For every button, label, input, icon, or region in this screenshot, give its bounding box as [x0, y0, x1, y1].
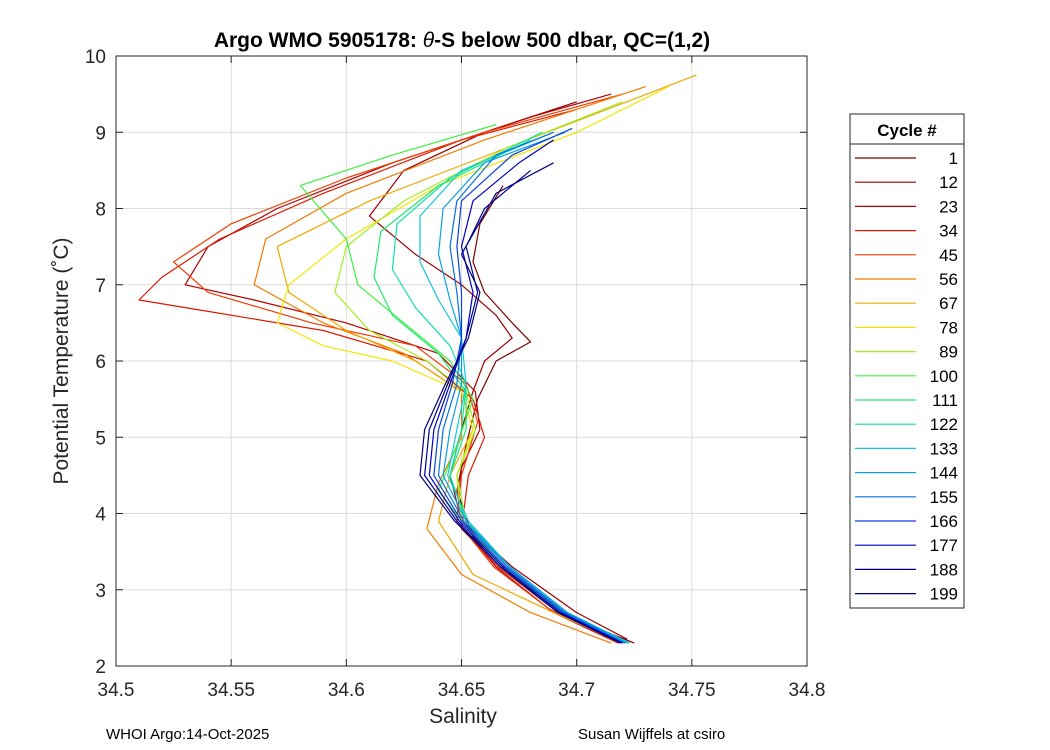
- chart-title-prefix: Argo WMO 5905178:: [214, 29, 423, 52]
- x-axis-label: Salinity: [429, 705, 497, 728]
- ticks: 34.5 34.55 34.6 34.65 34.7 34.75 34.8 2 3 4 5 6 7 8 9 1…: [85, 47, 826, 701]
- x-tick-label: 34.8: [789, 680, 826, 701]
- legend-label-cycle-12: 12: [939, 173, 958, 192]
- series-line-cycle-177: [428, 139, 623, 644]
- y-tick-label: 3: [95, 581, 106, 602]
- legend-entries: 1 12 23 34 45 56 67 78 89 100 111 122 133 144 155 166 17…: [855, 149, 958, 604]
- y-axis-label: Potential Temperature (˚C): [50, 237, 73, 484]
- series-line-cycle-155: [437, 131, 626, 644]
- legend-label-cycle-23: 23: [939, 197, 958, 216]
- legend-label-cycle-34: 34: [939, 222, 958, 241]
- legend: Cycle # 1 12 23 34 45 56 67 78 89 100 111 122 133 144…: [849, 113, 965, 609]
- x-tick-label: 34.75: [668, 680, 716, 701]
- footer-credit-left: WHOI Argo:14-Oct-2025: [106, 726, 270, 743]
- legend-box: [849, 113, 965, 609]
- legend-label-cycle-166: 166: [930, 512, 958, 531]
- series-line-cycle-34: [138, 108, 623, 644]
- legend-label-cycle-155: 155: [930, 488, 958, 507]
- y-tick-label: 8: [95, 200, 106, 221]
- y-tick-label: 2: [95, 657, 106, 678]
- series-line-cycle-199: [419, 162, 621, 644]
- series-line-cycle-1: [456, 185, 635, 644]
- series-line-cycle-166: [433, 127, 623, 644]
- legend-label-cycle-133: 133: [930, 439, 958, 458]
- legend-label-cycle-199: 199: [930, 585, 958, 604]
- y-tick-label: 10: [85, 47, 106, 68]
- series-line-cycle-67: [276, 74, 697, 644]
- plot-area: 34.5 34.55 34.6 34.65 34.7 34.75 34.8 2 3 4 5 6 7 8 9 1…: [85, 47, 826, 701]
- series-line-cycle-144: [437, 131, 628, 644]
- x-tick-label: 34.55: [207, 680, 255, 701]
- x-tick-label: 34.5: [98, 680, 135, 701]
- chart-title-theta: θ: [423, 29, 435, 52]
- chart-title: Argo WMO 5905178: θ-S below 500 dbar, QC…: [214, 29, 710, 52]
- legend-label-cycle-188: 188: [930, 560, 958, 579]
- y-tick-label: 6: [95, 352, 106, 373]
- legend-label-cycle-89: 89: [939, 343, 958, 362]
- x-tick-label: 34.65: [438, 680, 486, 701]
- legend-label-cycle-45: 45: [939, 246, 958, 265]
- legend-label-cycle-1: 1: [949, 149, 958, 168]
- chart-title-suffix: -S below 500 dbar, QC=(1,2): [434, 29, 710, 52]
- legend-label-cycle-177: 177: [930, 536, 958, 555]
- y-tick-label: 4: [95, 505, 106, 526]
- x-tick-label: 34.6: [328, 680, 365, 701]
- series-layer: [138, 74, 697, 644]
- y-tick-label: 5: [95, 428, 106, 449]
- legend-label-cycle-111: 111: [932, 391, 958, 410]
- footer-credit-right: Susan Wijffels at csiro: [578, 726, 726, 743]
- y-tick-label: 7: [95, 276, 106, 297]
- legend-label-cycle-78: 78: [939, 318, 958, 337]
- legend-label-cycle-67: 67: [939, 294, 958, 313]
- series-line-cycle-45: [173, 93, 623, 644]
- x-tick-label: 34.7: [558, 680, 595, 701]
- legend-label-cycle-122: 122: [930, 415, 958, 434]
- legend-label-cycle-144: 144: [930, 464, 958, 483]
- y-tick-label: 9: [95, 123, 106, 144]
- legend-title: Cycle #: [877, 121, 937, 140]
- legend-label-cycle-56: 56: [939, 270, 958, 289]
- legend-label-cycle-100: 100: [930, 367, 958, 386]
